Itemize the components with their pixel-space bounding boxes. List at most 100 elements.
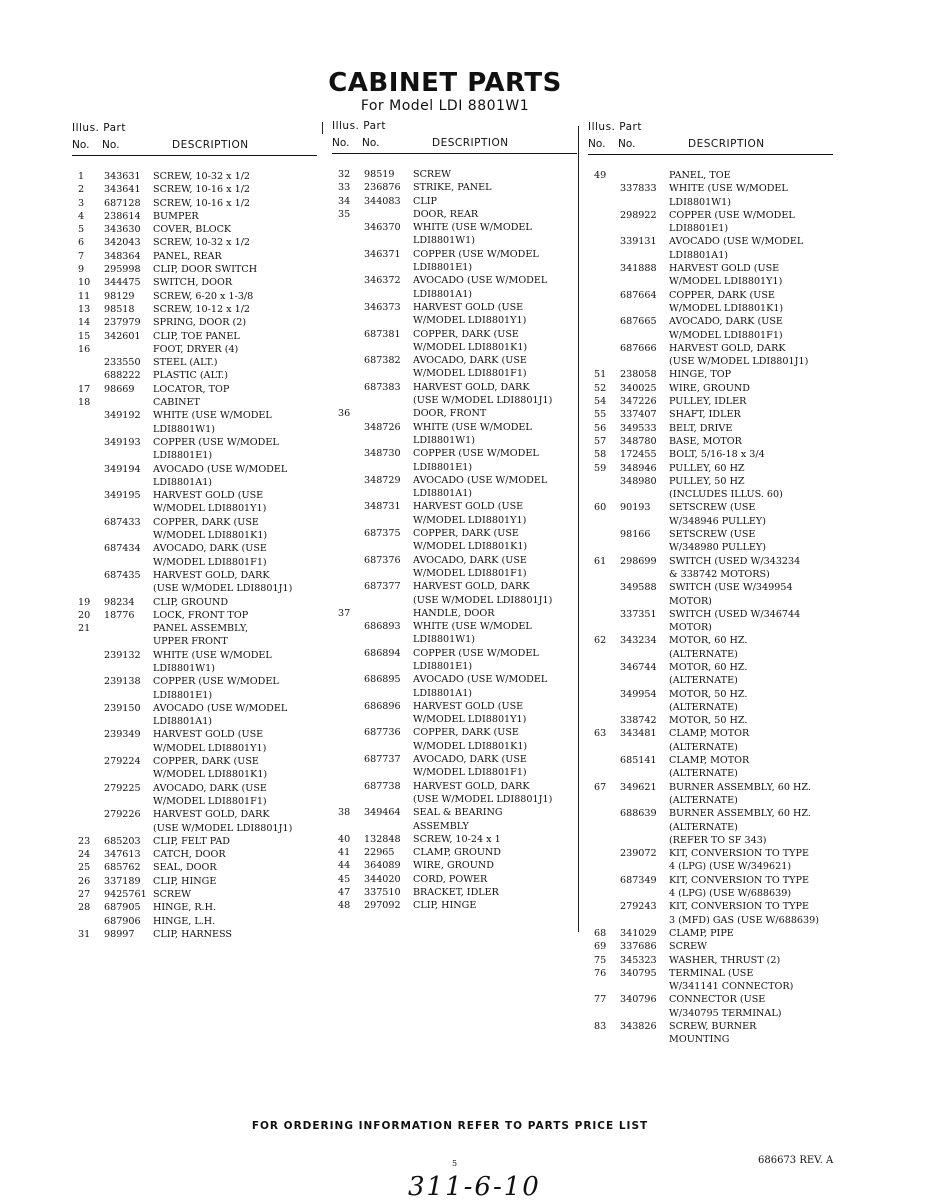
- description-line: HINGE, L.H.: [153, 915, 216, 927]
- part-description: SETSCREW (USE W/348980 PULLEY): [669, 528, 843, 555]
- table-row: 15 342601 CLIP, TOE PANEL: [72, 330, 327, 343]
- part-description: HINGE, L.H.: [153, 915, 327, 928]
- table-row: 61 298699 SWITCH (USED W/343234 & 338742 MO…: [588, 555, 843, 582]
- part-number: 349194: [104, 463, 141, 475]
- part-description: AVOCADO, DARK (USE W/MODEL LDI8801F1): [153, 542, 327, 569]
- part-description: CABINET: [153, 396, 327, 409]
- table-row: 45 344020 CORD, POWER: [332, 873, 587, 886]
- description-line: W/MODEL LDI8801Y1): [413, 514, 527, 526]
- illus-number: 59: [594, 462, 607, 474]
- table-row: 20 18776 LOCK, FRONT TOP: [72, 609, 327, 622]
- table-row: 13 98518 SCREW, 10-12 x 1/2: [72, 303, 327, 316]
- part-number: 18776: [104, 609, 135, 621]
- description-line: AVOCADO (USE W/MODEL: [413, 674, 548, 686]
- illus-number: 36: [338, 408, 351, 420]
- illus-number: 83: [594, 1021, 607, 1032]
- description-line: LDI8801W1): [413, 434, 475, 446]
- table-row: 98166 SETSCREW (USE W/348980 PULLEY): [588, 528, 843, 555]
- part-number: 686895: [364, 674, 401, 686]
- parts-column-1: Illus. Part No. No. DESCRIPTION 1 343631 SCREW…: [72, 122, 327, 941]
- part-number: 98166: [620, 529, 651, 541]
- table-row: 54 347226 PULLEY, IDLER: [588, 395, 843, 408]
- illus-number: 35: [338, 208, 351, 220]
- table-row: 27 9425761 SCREW: [72, 888, 327, 901]
- table-row: 346372 AVOCADO (USE W/MODEL LDI8801A1): [332, 274, 587, 301]
- illus-number: 26: [78, 875, 91, 887]
- part-description: SCREW, 10-32 x 1/2: [153, 236, 327, 249]
- part-description: TERMINAL (USE W/341141 CONNECTOR): [669, 967, 843, 994]
- illus-number: 6: [78, 237, 85, 249]
- part-description: SWITCH (USED W/346744 MOTOR): [669, 608, 843, 635]
- illus-number: 7: [78, 250, 85, 262]
- part-description: DOOR, FRONT: [413, 407, 587, 420]
- illus-number: 27: [78, 889, 91, 901]
- description-line: (ALTERNATE): [669, 648, 738, 660]
- table-row: 279226 HARVEST GOLD, DARK (USE W/MODEL LDI…: [72, 808, 327, 835]
- part-description: HINGE, R.H.: [153, 901, 327, 914]
- description-line: W/MODEL LDI8801Y1): [413, 315, 527, 327]
- header-description: DESCRIPTION: [432, 137, 509, 149]
- description-line: CLAMP, MOTOR: [669, 728, 750, 740]
- column-divider: [322, 122, 323, 134]
- part-description: PANEL ASSEMBLY, UPPER FRONT: [153, 622, 327, 649]
- part-description: CLIP, HINGE: [413, 899, 587, 912]
- table-row: 60 90193 SETSCREW (USE W/348946 PULLEY): [588, 501, 843, 528]
- description-line: AVOCADO (USE W/MODEL: [413, 275, 548, 287]
- description-line: CLIP, HINGE: [153, 875, 217, 887]
- description-line: LDI8801A1): [153, 476, 213, 488]
- description-line: PLASTIC (ALT.): [153, 370, 228, 382]
- description-line: HARVEST GOLD, DARK: [413, 381, 530, 393]
- illus-number: 44: [338, 860, 351, 872]
- table-row: 67 349621 BURNER ASSEMBLY, 60 HZ. (ALTERNAT…: [588, 781, 843, 808]
- description-line: HINGE, TOP: [669, 369, 732, 381]
- part-description: SHAFT, IDLER: [669, 408, 843, 421]
- part-description: CLAMP, GROUND: [413, 846, 587, 859]
- part-description: COPPER, DARK (USE W/MODEL LDI8801K1): [413, 527, 587, 554]
- illus-number: 55: [594, 409, 607, 421]
- table-row: 33 236876 STRIKE, PANEL: [332, 181, 587, 194]
- part-description: WASHER, THRUST (2): [669, 954, 843, 967]
- description-line: CLIP, TOE PANEL: [153, 330, 240, 342]
- description-line: COPPER, DARK (USE: [413, 528, 519, 540]
- part-number: 344020: [364, 873, 401, 885]
- table-row: 24 347613 CATCH, DOOR: [72, 848, 327, 861]
- part-number: 337351: [620, 608, 657, 620]
- description-line: BASE, MOTOR: [669, 435, 742, 447]
- part-number: 337189: [104, 875, 141, 887]
- table-row: 10 344475 SWITCH, DOOR: [72, 276, 327, 289]
- illus-number: 63: [594, 728, 607, 740]
- description-line: KIT, CONVERSION TO TYPE: [669, 901, 809, 913]
- part-number: 687665: [620, 316, 657, 328]
- table-row: 687381 COPPER, DARK (USE W/MODEL LDI8801K1…: [332, 328, 587, 355]
- table-row: 687736 COPPER, DARK (USE W/MODEL LDI8801K1…: [332, 726, 587, 753]
- part-description: HARVEST GOLD (USE W/MODEL LDI8801Y1): [413, 500, 587, 527]
- part-description: BURNER ASSEMBLY, 60 HZ. (ALTERNATE) (REFER…: [669, 807, 843, 847]
- part-number: 340025: [620, 382, 657, 394]
- description-line: LDI8801A1): [669, 249, 729, 261]
- part-number: 349533: [620, 422, 657, 434]
- description-line: LDI8801A1): [413, 288, 473, 300]
- illus-number: 61: [594, 555, 607, 567]
- part-number: 337833: [620, 183, 657, 195]
- table-row: 75 345323 WASHER, THRUST (2): [588, 954, 843, 967]
- description-line: CATCH, DOOR: [153, 849, 226, 861]
- part-number: 343826: [620, 1021, 657, 1032]
- illus-number: 52: [594, 382, 607, 394]
- table-row: 687906 HINGE, L.H.: [72, 915, 327, 928]
- part-number: 687736: [364, 727, 401, 739]
- table-row: 338742 MOTOR, 50 HZ.: [588, 714, 843, 727]
- description-line: COVER, BLOCK: [153, 224, 232, 236]
- table-row: 3 687128 SCREW, 10-16 x 1/2: [72, 197, 327, 210]
- description-line: WHITE (USE W/MODEL: [413, 421, 532, 433]
- part-number: 687381: [364, 328, 401, 340]
- handwritten-note: 311-6-10: [408, 1172, 541, 1202]
- description-line: (ALTERNATE): [669, 768, 738, 780]
- part-number: 279243: [620, 901, 657, 913]
- description-line: & 338742 MOTORS): [669, 568, 770, 580]
- part-number: 349588: [620, 582, 657, 594]
- description-line: W/348980 PULLEY): [669, 542, 766, 554]
- description-line: W/348946 PULLEY): [669, 515, 766, 527]
- table-row: 35 DOOR, REAR: [332, 208, 587, 221]
- part-description: PULLEY, IDLER: [669, 395, 843, 408]
- description-line: W/MODEL LDI8801K1): [669, 302, 784, 314]
